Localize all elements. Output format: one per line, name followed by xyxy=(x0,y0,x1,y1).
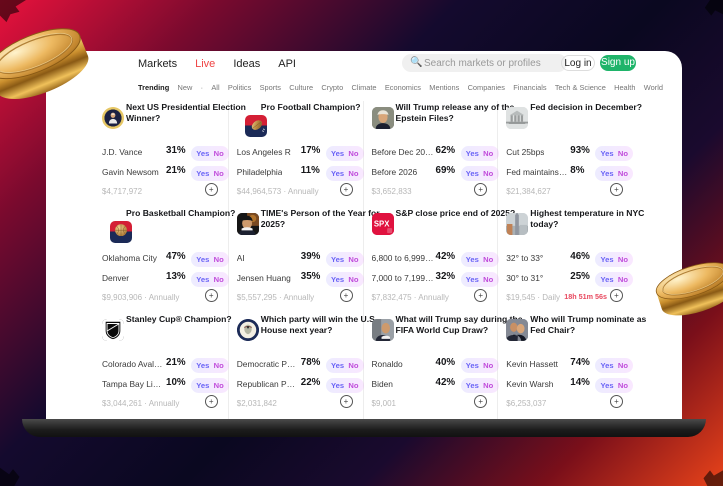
svg-text:SPX: SPX xyxy=(373,219,389,228)
